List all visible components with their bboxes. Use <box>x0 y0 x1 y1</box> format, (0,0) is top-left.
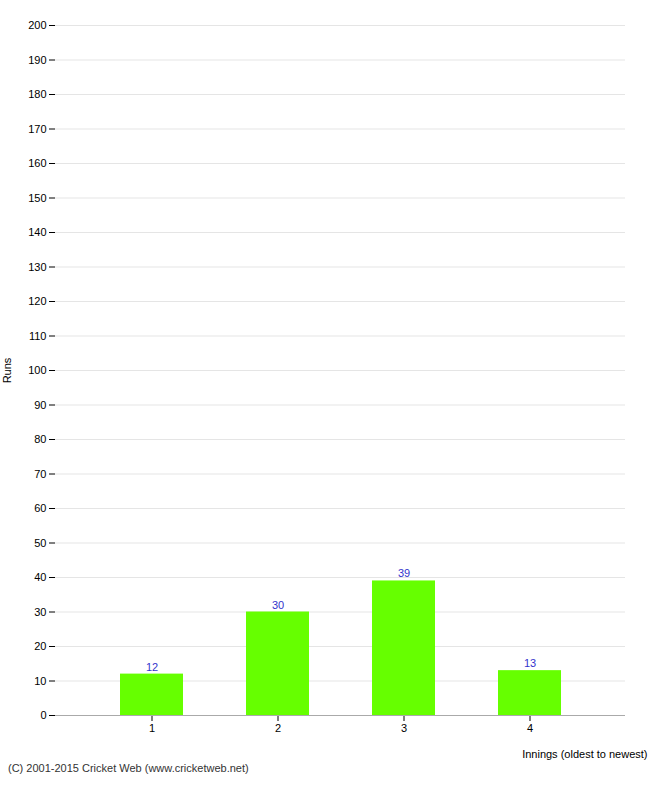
svg-text:40: 40 <box>34 571 46 583</box>
svg-text:2: 2 <box>275 722 281 734</box>
svg-text:Runs: Runs <box>1 357 13 383</box>
svg-text:80: 80 <box>34 433 46 445</box>
svg-text:160: 160 <box>28 157 46 169</box>
svg-text:150: 150 <box>28 192 46 204</box>
svg-text:20: 20 <box>34 640 46 652</box>
svg-text:12: 12 <box>146 661 158 673</box>
svg-text:130: 130 <box>28 261 46 273</box>
svg-text:180: 180 <box>28 88 46 100</box>
svg-text:190: 190 <box>28 54 46 66</box>
svg-text:50: 50 <box>34 537 46 549</box>
svg-text:140: 140 <box>28 226 46 238</box>
svg-text:110: 110 <box>29 330 47 342</box>
svg-text:39: 39 <box>398 567 410 579</box>
svg-text:120: 120 <box>28 295 46 307</box>
svg-text:100: 100 <box>28 364 46 376</box>
svg-text:30: 30 <box>272 599 284 611</box>
svg-text:10: 10 <box>34 675 46 687</box>
svg-text:4: 4 <box>527 722 533 734</box>
html-text:(C) 2001-2015 Cricket Web (www: (C) 2001-2015 Cricket Web (www.cricketwe… <box>8 762 249 774</box>
svg-text:30: 30 <box>34 606 46 618</box>
svg-text:3: 3 <box>401 722 407 734</box>
svg-text:Innings (oldest to newest): Innings (oldest to newest) <box>522 748 647 760</box>
svg-text:90: 90 <box>34 399 46 411</box>
svg-text:1: 1 <box>149 722 155 734</box>
svg-text:70: 70 <box>34 468 46 480</box>
svg-text:13: 13 <box>524 657 536 669</box>
svg-text:60: 60 <box>34 502 46 514</box>
svg-text:200: 200 <box>28 19 46 31</box>
svg-text:170: 170 <box>28 123 46 135</box>
svg-text:0: 0 <box>40 709 46 721</box>
